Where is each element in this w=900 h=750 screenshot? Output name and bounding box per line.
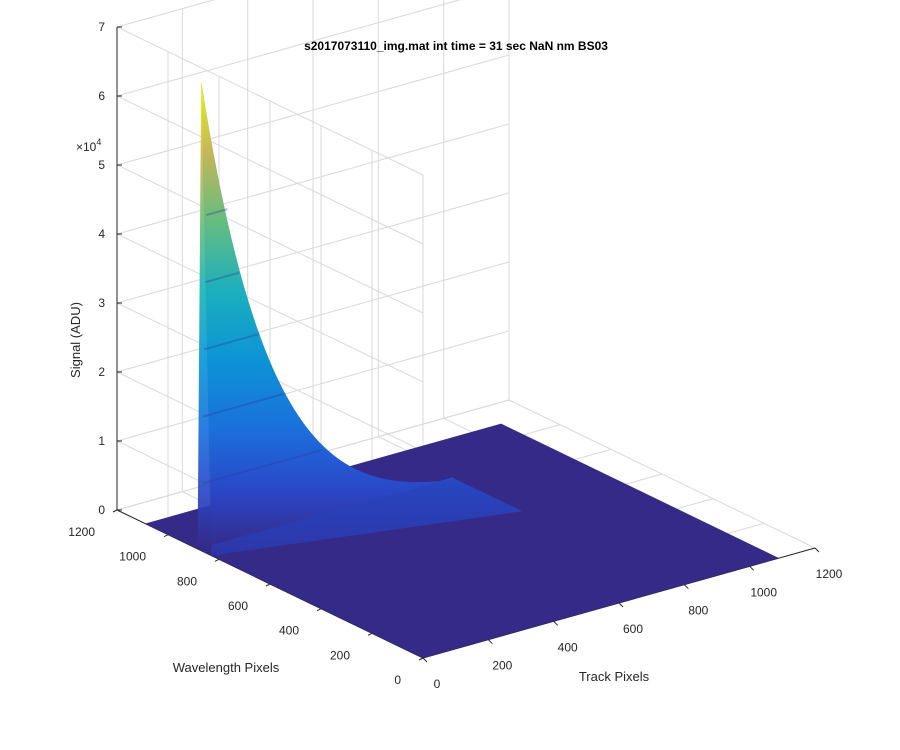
x-tick-label: 0: [434, 677, 441, 691]
x-axis-label: Track Pixels: [579, 669, 650, 684]
y-tick-label: 1200: [68, 525, 95, 539]
z-tick-label: 5: [98, 158, 105, 172]
z-axis-label: Signal (ADU): [68, 302, 83, 378]
x-tick-mark: [422, 657, 428, 663]
z-tick-label: 7: [98, 20, 105, 34]
x-tick-mark: [618, 602, 624, 608]
z-tick-label: 6: [98, 89, 105, 103]
y-tick-label: 200: [330, 648, 350, 662]
x-tick-mark: [814, 547, 820, 553]
z-tick-label: 3: [98, 296, 105, 310]
back-wall-grid-z: [116, 261, 510, 373]
back-wall-grid-z: [116, 330, 510, 442]
back-wall-grid-z: [116, 0, 216, 28]
x-tick-label: 400: [558, 640, 578, 654]
back-wall-grid-z: [116, 123, 510, 235]
x-tick-mark: [487, 639, 493, 645]
y-tick-mark: [316, 608, 322, 612]
z-exponent-power: 4: [96, 137, 101, 147]
chart-title: s2017073110_img.mat int time = 31 sec Na…: [304, 39, 608, 53]
y-tick-label: 1000: [119, 550, 146, 564]
surface-contour-band: [205, 208, 228, 217]
z-tick-label: 0: [98, 503, 105, 517]
surface: [145, 81, 780, 658]
y-tick-mark: [418, 657, 424, 661]
y-tick-mark: [112, 509, 118, 513]
side-wall-grid-z: [116, 233, 424, 383]
side-wall-grid-z: [116, 95, 424, 245]
x-tick-mark: [683, 584, 689, 590]
z-tick-label: 2: [98, 365, 105, 379]
side-wall-grid-z: [116, 26, 424, 176]
back-wall-grid-z: [116, 192, 510, 304]
x-tick-mark: [749, 565, 755, 571]
y-tick-mark: [163, 534, 169, 538]
x-tick-label: 1200: [816, 567, 843, 581]
y-axis-label: Wavelength Pixels: [173, 660, 280, 675]
z-tick-label: 4: [98, 227, 105, 241]
y-tick-label: 800: [177, 574, 197, 588]
y-tick-label: 600: [228, 599, 248, 613]
surface-contour-band: [203, 332, 260, 351]
y-tick-mark: [265, 583, 271, 587]
y-tick-mark: [214, 558, 220, 562]
surface-contour-band: [202, 392, 285, 418]
x-tick-label: 600: [623, 622, 643, 636]
y-tick-label: 400: [279, 624, 299, 638]
x-tick-label: 800: [688, 604, 708, 618]
back-wall-grid-z: [116, 54, 510, 166]
tick-labels: 0200400600800100012000200400600800100012…: [68, 20, 842, 691]
x-tick-mark: [553, 620, 559, 626]
side-wall-grid-z: [116, 164, 424, 314]
x-tick-label: 200: [492, 659, 512, 673]
x-tick-label: 1000: [750, 585, 777, 599]
y-tick-mark: [367, 632, 373, 636]
surface-ridge-crest: [197, 81, 456, 549]
y-tick-label: 0: [394, 673, 401, 687]
surface-contour-band: [204, 271, 240, 284]
z-exponent-base: ×10: [76, 140, 97, 154]
z-exponent-label: ×104: [76, 137, 101, 154]
surface-contour-band: [201, 449, 322, 485]
back-wall-grid-z: [116, 0, 461, 97]
z-tick-label: 1: [98, 434, 105, 448]
svg-text:×104: ×104: [76, 137, 101, 154]
